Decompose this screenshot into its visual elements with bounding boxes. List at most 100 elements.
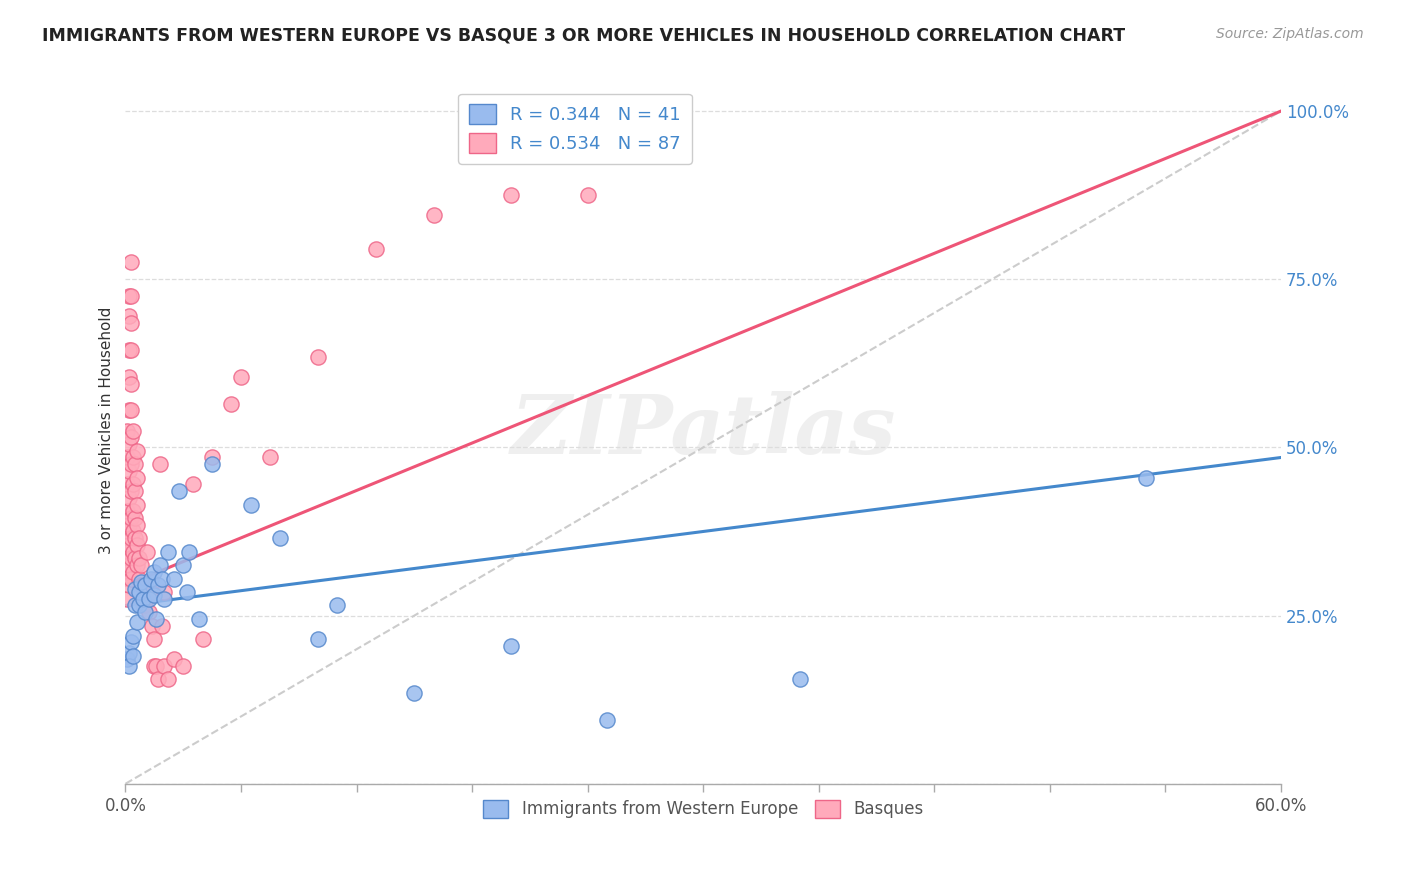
Point xyxy=(122,629,145,643)
Point xyxy=(135,544,157,558)
Point xyxy=(789,673,811,687)
Point xyxy=(141,618,163,632)
Point xyxy=(122,648,145,663)
Point xyxy=(129,574,152,589)
Point xyxy=(117,591,139,606)
Point xyxy=(124,599,146,613)
Point xyxy=(128,551,150,566)
Point xyxy=(117,424,139,438)
Point xyxy=(120,376,142,391)
Legend: Immigrants from Western Europe, Basques: Immigrants from Western Europe, Basques xyxy=(477,793,929,825)
Point xyxy=(153,591,176,606)
Point xyxy=(129,558,152,573)
Point xyxy=(120,635,142,649)
Point xyxy=(134,578,156,592)
Point xyxy=(499,188,522,202)
Point xyxy=(307,350,329,364)
Point xyxy=(576,188,599,202)
Point xyxy=(138,605,160,619)
Point xyxy=(148,578,170,592)
Point xyxy=(125,538,148,552)
Point xyxy=(326,599,349,613)
Point xyxy=(145,612,167,626)
Point xyxy=(125,558,148,573)
Point xyxy=(145,659,167,673)
Point xyxy=(122,544,145,558)
Point xyxy=(132,599,155,613)
Text: Source: ZipAtlas.com: Source: ZipAtlas.com xyxy=(1216,27,1364,41)
Point xyxy=(122,565,145,579)
Point xyxy=(118,343,141,357)
Point xyxy=(150,572,173,586)
Point xyxy=(128,531,150,545)
Point xyxy=(125,471,148,485)
Point xyxy=(118,369,141,384)
Point xyxy=(422,208,444,222)
Point xyxy=(259,450,281,465)
Point xyxy=(134,605,156,619)
Point xyxy=(124,531,146,545)
Point xyxy=(117,565,139,579)
Point xyxy=(125,517,148,532)
Point xyxy=(129,578,152,592)
Point xyxy=(120,316,142,330)
Point xyxy=(118,464,141,478)
Point xyxy=(239,498,262,512)
Point xyxy=(153,585,176,599)
Point xyxy=(120,289,142,303)
Point xyxy=(139,585,162,599)
Point xyxy=(117,477,139,491)
Point xyxy=(120,572,142,586)
Point xyxy=(120,531,142,545)
Point xyxy=(124,484,146,499)
Point xyxy=(120,255,142,269)
Point xyxy=(128,599,150,613)
Point xyxy=(118,538,141,552)
Point xyxy=(132,591,155,606)
Point xyxy=(118,659,141,673)
Point xyxy=(120,551,142,566)
Point xyxy=(134,599,156,613)
Point xyxy=(120,457,142,471)
Point xyxy=(269,531,291,545)
Point xyxy=(596,713,619,727)
Point xyxy=(120,430,142,444)
Point xyxy=(138,591,160,606)
Point xyxy=(118,289,141,303)
Point xyxy=(156,544,179,558)
Point xyxy=(148,673,170,687)
Point xyxy=(124,551,146,566)
Point xyxy=(122,504,145,518)
Point xyxy=(128,585,150,599)
Point xyxy=(125,498,148,512)
Point xyxy=(120,403,142,417)
Point xyxy=(122,477,145,491)
Point xyxy=(120,484,142,499)
Point xyxy=(139,572,162,586)
Point xyxy=(181,477,204,491)
Point xyxy=(177,544,200,558)
Point xyxy=(201,450,224,465)
Point xyxy=(125,615,148,630)
Point xyxy=(229,369,252,384)
Point xyxy=(134,578,156,592)
Point xyxy=(117,524,139,539)
Point xyxy=(307,632,329,646)
Point xyxy=(143,588,166,602)
Point xyxy=(172,659,194,673)
Point xyxy=(187,612,209,626)
Point xyxy=(143,659,166,673)
Point xyxy=(364,242,387,256)
Point xyxy=(221,397,243,411)
Point xyxy=(176,585,198,599)
Point xyxy=(143,632,166,646)
Point xyxy=(122,524,145,539)
Point xyxy=(117,450,139,465)
Y-axis label: 3 or more Vehicles in Household: 3 or more Vehicles in Household xyxy=(100,307,114,554)
Point xyxy=(118,578,141,592)
Point xyxy=(120,511,142,525)
Point xyxy=(201,457,224,471)
Point xyxy=(118,517,141,532)
Point xyxy=(124,582,146,596)
Point xyxy=(118,310,141,324)
